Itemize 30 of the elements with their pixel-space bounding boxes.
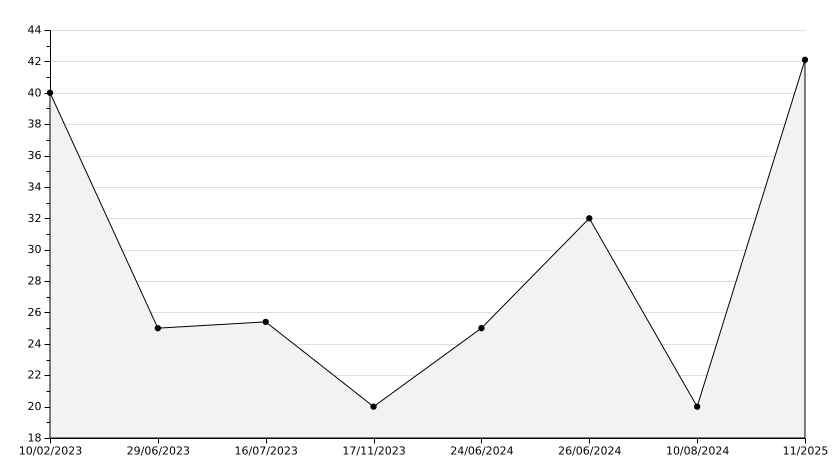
point (586, 215, 592, 222)
y-tick-label: 34 (28, 180, 42, 194)
x-tick-label: 17/11/2023 (342, 444, 406, 458)
y-tick-label: 38 (28, 118, 42, 131)
y-tick-label: 32 (28, 212, 42, 225)
y-tick-label: 42 (28, 54, 42, 68)
x-tick-label: 10/08/2024 (666, 444, 730, 458)
x-tick-label: 10/02/2023 (18, 444, 82, 458)
y-tick-label: 24 (28, 337, 42, 350)
x-tick-label: 24/06/2024 (450, 444, 514, 458)
y-tick-label: 44 (28, 24, 42, 36)
x-tick-label: 26/06/2024 (558, 444, 622, 458)
x-tick-label: 11/2025 (782, 444, 828, 458)
point (370, 403, 377, 410)
y-tick-label: 28 (28, 274, 42, 288)
point (478, 325, 485, 332)
y-tick-label: 20 (28, 400, 42, 414)
point (694, 403, 700, 410)
y-tick-label: 40 (28, 86, 42, 100)
point (46, 90, 54, 96)
point (154, 325, 162, 332)
y-tick-label: 22 (28, 368, 42, 382)
point (262, 318, 269, 326)
y-tick-label: 36 (28, 149, 42, 162)
y-tick-label: 26 (28, 306, 42, 319)
x-tick-label: 16/07/2023 (234, 444, 298, 458)
point (802, 56, 808, 63)
y-tick-label: 18 (28, 432, 42, 444)
x-tick-label: 29/06/2023 (126, 444, 190, 458)
y-tick-label: 30 (28, 243, 42, 256)
